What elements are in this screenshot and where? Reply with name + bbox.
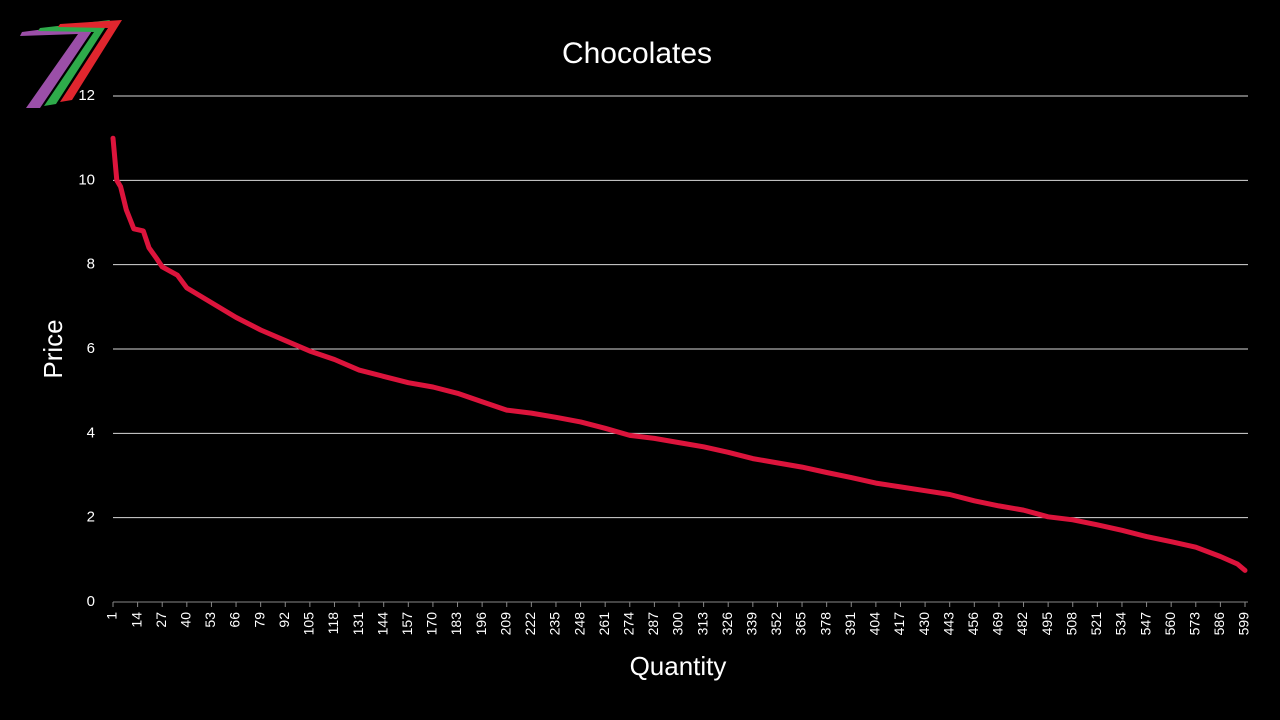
x-tick-label: 378 [817,612,833,636]
chart-title: Chocolates [562,37,712,70]
x-tick-label: 27 [153,612,169,628]
x-tick-label: 456 [965,612,981,636]
x-tick-label: 170 [424,612,440,636]
x-tick-label: 79 [251,612,267,628]
x-tick-label: 599 [1236,612,1252,636]
x-tick-label: 261 [596,612,612,636]
logo-stripe [38,20,110,106]
x-tick-label: 92 [276,612,292,628]
x-tick-label: 66 [227,612,243,628]
x-tick-label: 352 [768,612,784,636]
y-tick-label: 6 [87,340,95,357]
x-tick-label: 209 [497,612,513,636]
x-tick-label: 521 [1088,612,1104,636]
logo-stripe [58,20,122,102]
x-tick-label: 573 [1186,612,1202,636]
x-tick-label: 14 [128,612,144,628]
x-tick-label: 508 [1063,612,1079,636]
x-tick-label: 1 [104,612,120,620]
y-tick-label: 0 [87,593,95,610]
x-tick-label: 495 [1039,612,1055,636]
logo [20,20,122,108]
data-line [110,135,1248,573]
x-tick-label: 443 [940,612,956,636]
x-tick-label: 560 [1162,612,1178,636]
x-tick-label: 222 [522,612,538,636]
y-axis-title: Price [38,319,68,378]
x-tick-label: 248 [571,612,587,636]
x-tick-label: 586 [1211,612,1227,636]
x-tick-label: 391 [842,612,858,636]
y-tick-label: 12 [78,87,95,104]
x-tick-label: 547 [1137,612,1153,636]
x-tick-label: 404 [867,612,883,636]
x-axis-title: Quantity [630,651,727,681]
x-tick-label: 105 [301,612,317,636]
y-tick-label: 4 [87,424,95,441]
x-tick-label: 235 [547,612,563,636]
x-tick-label: 326 [719,612,735,636]
x-tick-label: 417 [891,612,907,636]
x-tick-label: 339 [744,612,760,636]
x-tick-label: 313 [694,612,710,636]
y-tick-label: 2 [87,509,95,526]
x-tick-label: 183 [448,612,464,636]
y-tick-label: 10 [78,171,95,188]
x-tick-label: 534 [1113,612,1129,636]
x-tick-label: 131 [350,612,366,636]
x-tick-label: 430 [916,612,932,636]
x-tick-label: 53 [202,612,218,628]
x-tick-label: 118 [325,612,341,635]
y-tick-label: 8 [87,256,95,273]
x-tick-label: 40 [178,612,194,628]
x-tick-label: 274 [620,612,636,636]
x-tick-label: 144 [374,612,390,636]
x-tick-label: 469 [990,612,1006,636]
x-tick-label: 287 [645,612,661,636]
x-tick-label: 157 [399,612,415,636]
logo-stripe [20,22,98,108]
x-tick-label: 482 [1014,612,1030,636]
x-tick-label: 196 [473,612,489,636]
x-tick-label: 300 [670,612,686,636]
x-tick-label: 365 [793,612,809,636]
